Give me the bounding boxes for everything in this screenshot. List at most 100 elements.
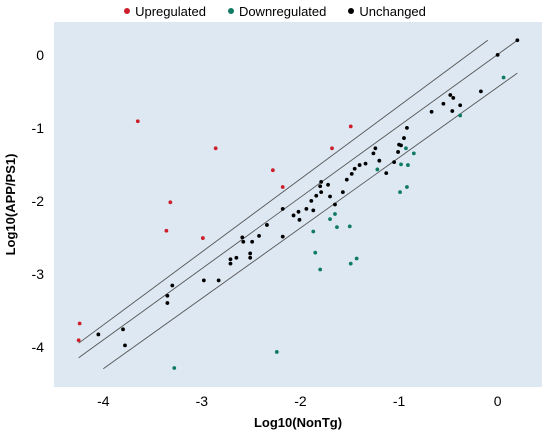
- point-unchanged-13: [248, 255, 253, 260]
- legend-label-unchanged: Unchanged: [359, 3, 426, 19]
- y-tick-label: -2: [32, 193, 45, 209]
- point-upregulated-5: [200, 236, 205, 240]
- x-axis-ticks: -4 -3 -2 -1 0: [97, 393, 502, 409]
- point-unchanged-15: [250, 239, 255, 244]
- point-unchanged-43: [392, 160, 397, 165]
- point-upregulated-4: [164, 228, 169, 233]
- x-tick-label: 0: [494, 393, 502, 409]
- point-unchanged-31: [328, 194, 332, 199]
- point-upregulated-3: [168, 200, 173, 205]
- point-unchanged-21: [296, 209, 301, 214]
- point-unchanged-4: [165, 301, 170, 305]
- point-unchanged-1: [121, 327, 125, 332]
- y-axis-ticks: 0 -1 -2 -3 -4: [32, 47, 45, 355]
- point-unchanged-27: [318, 184, 323, 189]
- point-downregulated-9: [348, 261, 353, 266]
- point-unchanged-47: [402, 136, 406, 140]
- point-unchanged-41: [377, 158, 382, 163]
- point-unchanged-3: [165, 293, 170, 298]
- reference-line-3: [103, 72, 518, 370]
- plot-area: [54, 22, 542, 387]
- point-downregulated-3: [313, 250, 318, 255]
- point-downregulated-6: [333, 212, 337, 216]
- point-unchanged-52: [450, 109, 455, 113]
- point-unchanged-18: [280, 234, 285, 239]
- point-unchanged-22: [297, 217, 302, 222]
- point-unchanged-40: [373, 146, 378, 151]
- point-downregulated-0: [172, 366, 177, 370]
- point-unchanged-49: [429, 109, 434, 114]
- point-downregulated-17: [411, 151, 416, 156]
- point-unchanged-35: [349, 171, 354, 176]
- point-unchanged-51: [448, 93, 453, 97]
- x-axis-title: Log10(NonTg): [254, 415, 342, 430]
- point-unchanged-28: [319, 179, 324, 184]
- reference-line-2: [78, 39, 518, 359]
- reference-line-1: [78, 39, 489, 344]
- data-points: [76, 38, 520, 370]
- x-tick-label: -4: [97, 393, 110, 409]
- point-unchanged-25: [311, 208, 316, 213]
- point-downregulated-4: [318, 267, 323, 272]
- y-tick-label: -3: [32, 266, 45, 282]
- point-unchanged-36: [352, 166, 357, 171]
- legend-item-unchanged: Unchanged: [348, 2, 426, 20]
- point-unchanged-11: [240, 235, 245, 240]
- point-unchanged-23: [304, 206, 309, 211]
- y-tick-label: -4: [32, 339, 45, 355]
- point-unchanged-6: [201, 278, 206, 283]
- point-unchanged-9: [228, 261, 233, 266]
- point-unchanged-44: [396, 150, 400, 154]
- point-upregulated-6: [213, 146, 218, 151]
- legend-label-upregulated: Upregulated: [135, 3, 206, 19]
- point-downregulated-12: [398, 190, 402, 194]
- point-unchanged-30: [326, 182, 330, 187]
- point-downregulated-13: [399, 162, 403, 167]
- point-unchanged-54: [458, 103, 463, 108]
- point-upregulated-8: [280, 185, 285, 189]
- point-unchanged-8: [228, 257, 233, 262]
- point-downregulated-1: [274, 350, 279, 354]
- point-unchanged-20: [291, 213, 296, 218]
- point-unchanged-57: [515, 38, 520, 43]
- point-unchanged-0: [96, 332, 101, 337]
- point-downregulated-15: [405, 185, 409, 189]
- point-downregulated-8: [347, 224, 352, 229]
- point-unchanged-56: [495, 52, 500, 57]
- point-unchanged-10: [234, 255, 239, 260]
- point-unchanged-12: [241, 239, 246, 244]
- point-unchanged-53: [451, 96, 456, 100]
- point-unchanged-46: [399, 143, 403, 148]
- point-upregulated-0: [77, 321, 82, 326]
- point-downregulated-7: [335, 225, 339, 230]
- legend-marker-upregulated: [124, 8, 131, 14]
- point-upregulated-2: [135, 119, 140, 124]
- point-downregulated-19: [501, 75, 506, 80]
- point-unchanged-7: [216, 278, 221, 283]
- point-unchanged-34: [344, 177, 349, 182]
- legend-item-downregulated: Downregulated: [227, 2, 326, 20]
- point-unchanged-26: [314, 193, 319, 198]
- legend-marker-downregulated: [227, 8, 234, 14]
- point-downregulated-5: [328, 217, 332, 222]
- point-unchanged-42: [384, 171, 389, 176]
- point-downregulated-18: [458, 113, 463, 118]
- point-unchanged-32: [333, 202, 337, 207]
- point-upregulated-9: [330, 146, 334, 151]
- point-unchanged-29: [319, 190, 324, 194]
- point-unchanged-37: [357, 163, 362, 167]
- y-tick-label: 0: [36, 47, 44, 63]
- y-axis-title: Log10(APP/PS1): [3, 154, 18, 256]
- point-unchanged-33: [340, 190, 345, 194]
- point-unchanged-39: [371, 151, 376, 156]
- point-upregulated-7: [270, 168, 275, 173]
- x-tick-label: -2: [294, 393, 307, 409]
- point-unchanged-5: [170, 283, 175, 288]
- chart-legend: Upregulated Downregulated Unchanged: [0, 2, 550, 20]
- point-unchanged-17: [265, 223, 269, 227]
- point-unchanged-38: [363, 161, 368, 166]
- legend-item-upregulated: Upregulated: [124, 2, 206, 20]
- point-downregulated-10: [354, 256, 359, 261]
- point-unchanged-48: [405, 125, 409, 130]
